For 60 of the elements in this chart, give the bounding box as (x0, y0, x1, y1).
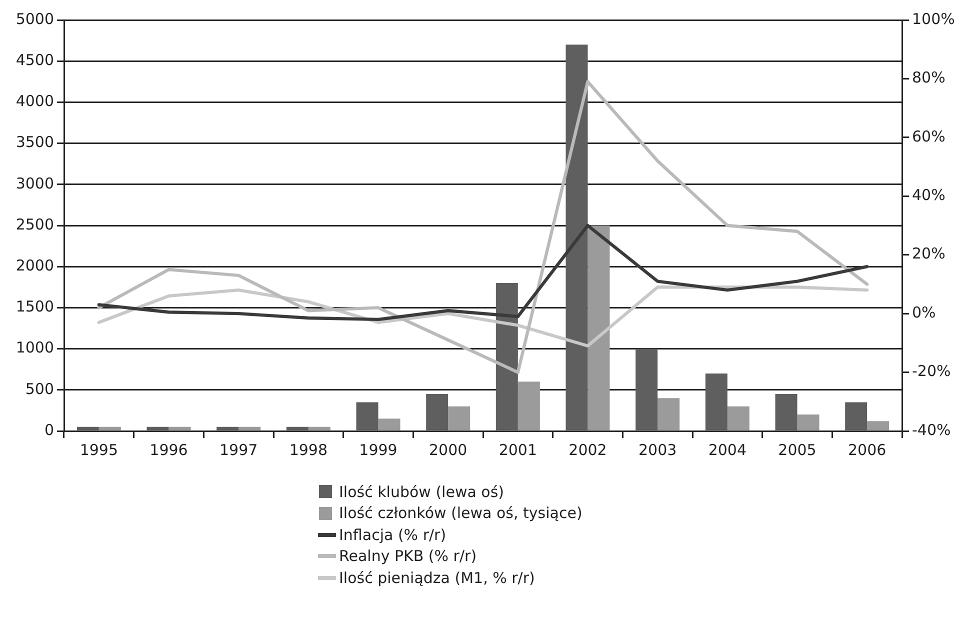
bar (867, 421, 890, 430)
y-tick-label: 1500 (16, 298, 54, 316)
y2-tick-label: 80% (912, 68, 946, 87)
x-tick-label: 2003 (638, 440, 677, 459)
legend-label: Ilość pieniądza (M1, % r/r) (339, 568, 535, 587)
y-tick-label: 0 (44, 420, 54, 439)
y-tick-label: 3000 (16, 174, 54, 192)
legend-label: Ilość członków (lewa oś, tysiące) (339, 504, 582, 522)
y2-tick-label: -20% (912, 362, 951, 380)
x-tick-label: 1999 (359, 440, 398, 459)
bar (727, 406, 750, 430)
bar (146, 426, 169, 430)
bar (448, 406, 470, 430)
bar (76, 426, 99, 430)
x-tick-label: 1995 (80, 440, 118, 459)
bar (308, 426, 330, 430)
y-tick-label: 500 (25, 380, 54, 398)
bar (356, 402, 378, 430)
bar (496, 283, 518, 430)
bar (705, 373, 728, 430)
x-tick-label: 1996 (150, 440, 188, 459)
bar (797, 414, 820, 430)
bar (518, 382, 540, 430)
y2-tick-label: 0% (912, 303, 936, 322)
y-tick-label: 4500 (16, 50, 54, 69)
bar (286, 426, 308, 430)
y-tick-label: 4000 (16, 92, 54, 110)
bar (845, 402, 868, 430)
bar (588, 226, 610, 430)
bar (426, 394, 448, 430)
bar (168, 426, 191, 430)
legend-label: Ilość klubów (lewa oś) (339, 482, 504, 501)
bar (775, 394, 798, 430)
x-tick-label: 2000 (428, 440, 468, 459)
legend-label: Realny PKB (% r/r) (339, 547, 477, 566)
bar (566, 44, 588, 430)
x-tick-label: 1997 (219, 440, 258, 459)
y-tick-label: 1000 (16, 338, 54, 357)
y-tick-label: 2500 (16, 215, 54, 234)
y-tick-label: 5000 (16, 10, 54, 28)
bar (216, 426, 239, 430)
x-tick-label: 1998 (289, 440, 328, 459)
bar (98, 426, 121, 430)
y2-tick-label: 40% (912, 186, 946, 204)
bar (378, 418, 400, 430)
bar (636, 348, 658, 430)
y2-tick-label: 60% (912, 127, 946, 146)
x-tick-label: 2005 (778, 440, 816, 459)
legend-label: Inflacja (% r/r) (339, 526, 446, 544)
x-tick-label: 2001 (498, 440, 538, 459)
y2-tick-label: 20% (912, 244, 946, 263)
y-tick-label: 3500 (16, 133, 54, 152)
bar (658, 398, 680, 430)
x-tick-label: 2006 (848, 440, 886, 459)
y2-tick-label: 100% (912, 10, 955, 28)
x-tick-label: 2004 (708, 440, 747, 459)
bar (238, 426, 261, 430)
y2-tick-label: -40% (912, 420, 951, 439)
y-tick-label: 2000 (16, 256, 54, 274)
x-tick-label: 2002 (568, 440, 607, 459)
